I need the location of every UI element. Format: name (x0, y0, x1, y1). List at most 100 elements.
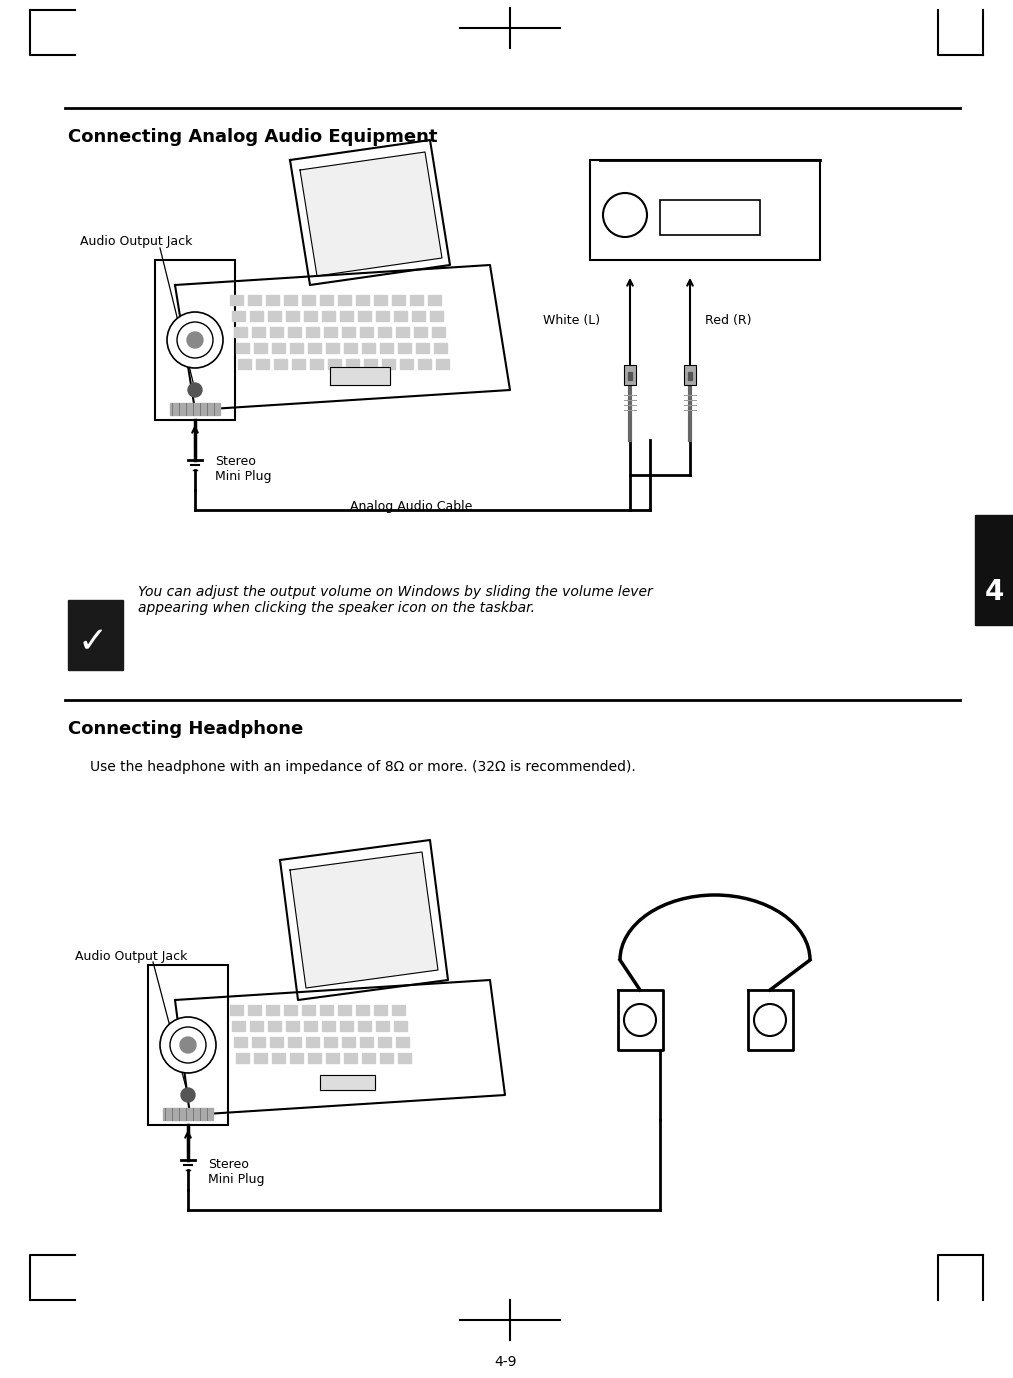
Bar (380, 1053, 393, 1062)
Bar (326, 343, 339, 353)
Polygon shape (280, 841, 448, 1000)
Bar (364, 360, 377, 369)
Bar (324, 1038, 337, 1047)
Bar (234, 1038, 247, 1047)
Bar (238, 360, 251, 369)
Text: Audio Output Jack: Audio Output Jack (75, 949, 187, 963)
Bar (360, 327, 373, 338)
Bar (374, 1005, 387, 1016)
Bar (328, 360, 341, 369)
Text: You can adjust the output volume on Windows by sliding the volume lever
appearin: You can adjust the output volume on Wind… (138, 586, 652, 615)
Bar (302, 1005, 315, 1016)
Text: ✓: ✓ (78, 626, 108, 659)
Bar (344, 343, 357, 353)
Bar (270, 327, 283, 338)
Text: Stereo
Mini Plug: Stereo Mini Plug (208, 1158, 264, 1186)
Text: White (L): White (L) (543, 314, 600, 327)
Bar (410, 295, 423, 305)
Bar (624, 365, 636, 384)
Bar (155, 260, 235, 420)
Bar (376, 1021, 389, 1031)
Bar (340, 311, 353, 321)
Bar (396, 1038, 409, 1047)
Bar (68, 599, 123, 670)
Bar (248, 295, 261, 305)
Bar (412, 311, 425, 321)
Bar (432, 327, 445, 338)
Bar (310, 360, 323, 369)
Bar (430, 311, 443, 321)
Bar (308, 1053, 321, 1062)
Bar (236, 343, 249, 353)
Bar (288, 327, 301, 338)
Text: Red (R): Red (R) (705, 314, 752, 327)
Bar (286, 1021, 299, 1031)
Bar (292, 360, 305, 369)
Bar (232, 1021, 245, 1031)
Circle shape (754, 1005, 786, 1036)
Bar (358, 1021, 371, 1031)
Bar (360, 1038, 373, 1047)
Bar (342, 327, 355, 338)
Bar (374, 295, 387, 305)
Bar (394, 311, 407, 321)
Circle shape (170, 1027, 206, 1062)
Bar (398, 343, 411, 353)
Bar (324, 327, 337, 338)
Bar (398, 1053, 411, 1062)
Text: 4: 4 (985, 577, 1004, 606)
Bar (306, 1038, 319, 1047)
Bar (308, 343, 321, 353)
Bar (392, 1005, 405, 1016)
Bar (163, 1108, 213, 1120)
Bar (338, 1005, 350, 1016)
Circle shape (160, 1017, 216, 1073)
Text: Stereo
Mini Plug: Stereo Mini Plug (215, 455, 271, 484)
Circle shape (603, 193, 647, 237)
Bar (254, 1053, 267, 1062)
Bar (320, 295, 333, 305)
Polygon shape (300, 152, 442, 276)
Bar (414, 327, 427, 338)
Bar (356, 295, 369, 305)
Bar (230, 295, 243, 305)
Bar (304, 1021, 317, 1031)
Bar (320, 1075, 375, 1090)
Bar (322, 311, 335, 321)
Bar (290, 1053, 303, 1062)
Bar (392, 295, 405, 305)
Bar (344, 1053, 357, 1062)
Bar (434, 343, 447, 353)
Polygon shape (175, 265, 510, 411)
Bar (304, 311, 317, 321)
Bar (396, 327, 409, 338)
Bar (975, 515, 1013, 626)
Bar (416, 343, 428, 353)
Bar (340, 1021, 353, 1031)
Bar (230, 1005, 243, 1016)
Bar (306, 327, 319, 338)
Bar (382, 360, 395, 369)
Bar (284, 295, 297, 305)
Bar (286, 311, 299, 321)
Bar (342, 1038, 355, 1047)
Bar (254, 343, 267, 353)
Bar (376, 311, 389, 321)
Circle shape (181, 1089, 194, 1102)
Bar (436, 360, 449, 369)
Bar (380, 343, 393, 353)
Circle shape (188, 383, 202, 397)
Bar (232, 311, 245, 321)
Bar (320, 1005, 333, 1016)
Circle shape (180, 1038, 196, 1053)
Bar (256, 360, 269, 369)
Bar (338, 295, 350, 305)
Bar (148, 965, 228, 1124)
Bar (378, 327, 391, 338)
Bar (268, 1021, 281, 1031)
Bar (394, 1021, 407, 1031)
Bar (290, 343, 303, 353)
Bar (266, 295, 279, 305)
Polygon shape (290, 141, 450, 285)
Bar (358, 311, 371, 321)
